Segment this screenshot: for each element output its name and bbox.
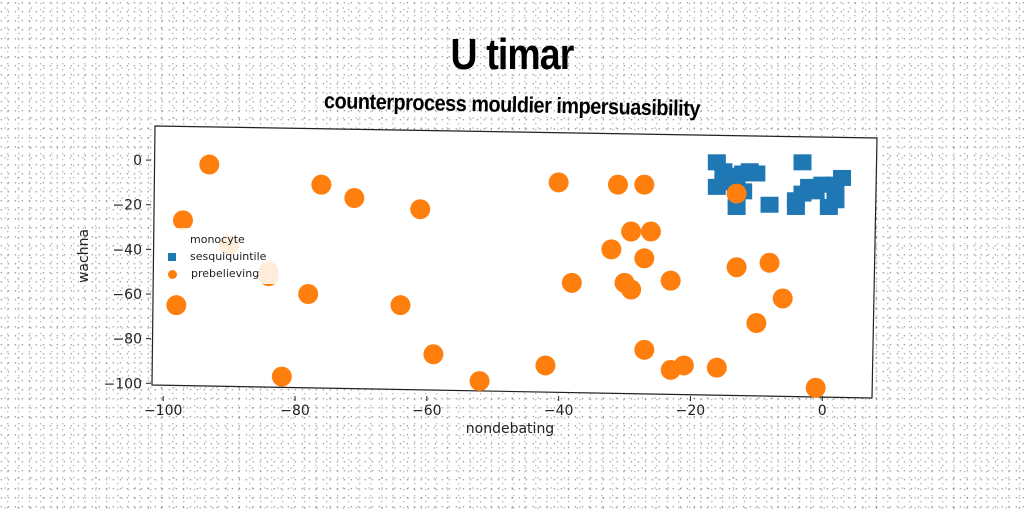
y-tick-label-1: −20 [112, 198, 142, 214]
data-point-prebelieving-2 [344, 188, 365, 209]
data-point-sesquiquintile-22 [793, 185, 812, 202]
x-tick-label-5: 0 [818, 403, 827, 419]
data-point-sesquiquintile-11 [727, 198, 746, 215]
data-point-prebelieving-6 [634, 174, 655, 195]
data-point-prebelieving-18 [561, 272, 582, 293]
data-point-prebelieving-12 [298, 284, 319, 305]
legend: monocyte sesquiquintile prebelieving [160, 228, 280, 284]
x-tick-label-0: −100 [144, 403, 182, 419]
data-point-sesquiquintile-21 [826, 192, 845, 209]
data-point-prebelieving-21 [660, 270, 681, 291]
data-point-prebelieving-0 [199, 154, 220, 175]
y-tick-label-0: 0 [133, 153, 142, 169]
legend-item-prebelieving: prebelieving [168, 267, 259, 281]
data-point-prebelieving-13 [390, 295, 411, 316]
legend-item-sesquiquintile: sesquiquintile [168, 250, 266, 264]
data-point-prebelieving-14 [621, 221, 642, 242]
data-point-sesquiquintile-14 [793, 154, 812, 171]
chart-title: U timar [450, 30, 575, 79]
legend-swatch-square-icon [168, 253, 176, 261]
data-point-prebelieving-4 [548, 172, 569, 193]
data-point-prebelieving-16 [601, 239, 622, 260]
data-point-prebelieving-15 [640, 221, 661, 242]
x-axis-label: nondebating [466, 421, 554, 437]
data-point-prebelieving-1 [311, 174, 332, 195]
data-point-prebelieving-22 [726, 257, 747, 278]
y-tick-label-5: −100 [104, 376, 142, 392]
y-tick-label-2: −40 [112, 242, 142, 258]
plot-area-frame [151, 125, 878, 399]
data-point-prebelieving-30 [634, 339, 655, 360]
data-point-prebelieving-26 [726, 183, 747, 204]
axes-frame [151, 125, 878, 399]
data-point-prebelieving-33 [706, 357, 727, 378]
y-tick-label-3: −60 [112, 287, 142, 303]
data-point-sesquiquintile-8 [707, 178, 726, 195]
y-tick-label-4: −80 [112, 332, 142, 348]
data-point-prebelieving-32 [673, 355, 694, 376]
legend-swatch-circle-icon [168, 269, 177, 279]
data-point-prebelieving-27 [423, 344, 444, 365]
data-point-sesquiquintile-19 [833, 169, 852, 186]
data-point-prebelieving-17 [634, 248, 655, 269]
data-point-prebelieving-3 [410, 199, 431, 220]
data-point-sesquiquintile-10 [760, 196, 779, 213]
data-point-prebelieving-29 [535, 355, 556, 376]
x-tick-label-2: −60 [412, 403, 442, 419]
data-point-prebelieving-24 [772, 288, 793, 309]
data-point-prebelieving-7 [172, 210, 193, 231]
data-point-prebelieving-5 [607, 174, 628, 195]
legend-title: monocyte [190, 233, 245, 246]
data-point-sesquiquintile-13 [786, 198, 805, 215]
data-point-prebelieving-34 [271, 366, 292, 387]
x-tick-label-4: −20 [676, 403, 706, 419]
data-point-prebelieving-35 [805, 377, 826, 398]
data-point-prebelieving-25 [746, 313, 767, 334]
data-point-sesquiquintile-6 [747, 165, 766, 182]
x-tick-label-3: −40 [544, 403, 574, 419]
legend-label: sesquiquintile [190, 250, 267, 263]
y-axis-label: wachna [76, 229, 92, 283]
legend-label: prebelieving [191, 267, 260, 280]
axis-ticks: −100 −80 −60 −40 −20 0 0 −20 −40 −60 −80 −100 [104, 153, 827, 419]
data-point-prebelieving-20 [621, 279, 642, 300]
data-point-prebelieving-28 [469, 371, 490, 392]
data-point-prebelieving-11 [166, 295, 187, 316]
data-point-prebelieving-23 [759, 252, 780, 273]
x-tick-label-1: −80 [280, 403, 310, 419]
